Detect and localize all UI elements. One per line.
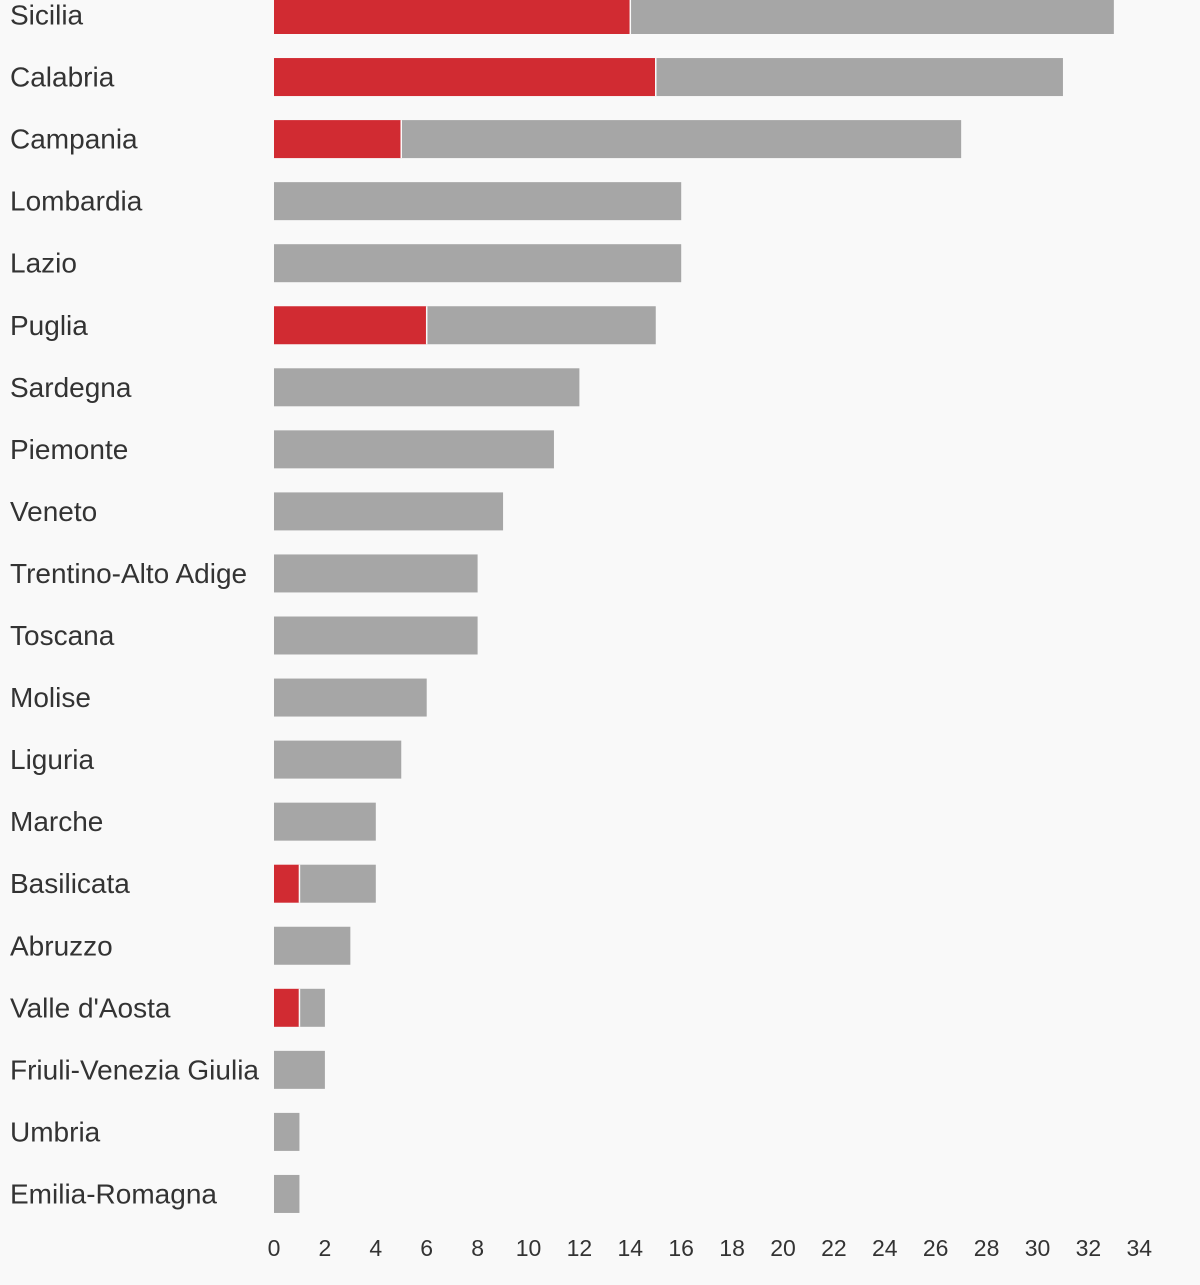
category-labels: Sicilia Calabria Campania Lombardia Lazio Pug… <box>10 0 259 1209</box>
bar-valle-d-aosta-segment-1 <box>274 988 300 1027</box>
bar-lombardia-segment-2 <box>274 182 682 221</box>
x-tick-label-0: 0 <box>268 1235 281 1261</box>
category-label-puglia: Puglia <box>10 310 88 341</box>
category-label-emilia-romagna: Emilia-Romagna <box>10 1178 217 1209</box>
bars <box>274 0 1114 1213</box>
x-tick-label-18: 18 <box>719 1235 745 1261</box>
bar-puglia-segment-1 <box>274 306 427 345</box>
bar-calabria-segment-2 <box>655 58 1063 97</box>
category-label-liguria: Liguria <box>10 744 94 775</box>
bar-abruzzo-segment-2 <box>274 926 351 965</box>
bar-emilia-romagna-segment-2 <box>274 1174 300 1213</box>
x-tick-label-20: 20 <box>770 1235 796 1261</box>
x-tick-label-16: 16 <box>668 1235 694 1261</box>
bar-piemonte-segment-2 <box>274 430 554 469</box>
category-label-valle-d-aosta: Valle d'Aosta <box>10 992 171 1023</box>
category-label-abruzzo: Abruzzo <box>10 930 113 961</box>
bar-toscana-segment-2 <box>274 616 478 655</box>
x-axis-ticks: 0 2 4 6 8 10 12 14 16 18 20 22 24 26 28 30 32 34 <box>268 1235 1153 1261</box>
bar-umbria-segment-2 <box>274 1112 300 1151</box>
category-label-piemonte: Piemonte <box>10 434 128 465</box>
category-label-marche: Marche <box>10 806 103 837</box>
x-tick-label-8: 8 <box>471 1235 484 1261</box>
bar-friuli-venezia-giulia-segment-2 <box>274 1050 325 1089</box>
x-tick-label-14: 14 <box>618 1235 644 1261</box>
category-label-umbria: Umbria <box>10 1116 101 1147</box>
x-tick-label-6: 6 <box>420 1235 433 1261</box>
bar-valle-d-aosta-segment-2 <box>299 988 325 1027</box>
x-tick-label-2: 2 <box>319 1235 332 1261</box>
bar-basilicata-segment-1 <box>274 864 300 903</box>
category-label-trentino-alto-adige: Trentino-Alto Adige <box>10 558 247 589</box>
x-tick-label-24: 24 <box>872 1235 898 1261</box>
category-label-basilicata: Basilicata <box>10 868 130 899</box>
bar-marche-segment-2 <box>274 802 376 841</box>
bar-calabria-segment-1 <box>274 58 656 97</box>
bar-sicilia-segment-1 <box>274 0 631 34</box>
category-label-calabria: Calabria <box>10 62 115 93</box>
x-tick-label-34: 34 <box>1127 1235 1153 1261</box>
bar-veneto-segment-2 <box>274 492 504 531</box>
bar-campania-segment-2 <box>401 120 962 159</box>
category-label-sardegna: Sardegna <box>10 372 132 403</box>
bar-puglia-segment-2 <box>426 306 656 345</box>
bar-lazio-segment-2 <box>274 244 682 283</box>
x-tick-label-32: 32 <box>1076 1235 1102 1261</box>
category-label-lazio: Lazio <box>10 248 77 279</box>
x-tick-label-30: 30 <box>1025 1235 1051 1261</box>
bar-trentino-alto-adige-segment-2 <box>274 554 478 593</box>
bar-sardegna-segment-2 <box>274 368 580 407</box>
bar-campania-segment-1 <box>274 120 402 159</box>
x-tick-label-22: 22 <box>821 1235 847 1261</box>
category-label-campania: Campania <box>10 124 138 155</box>
bar-molise-segment-2 <box>274 678 427 717</box>
bar-basilicata-segment-2 <box>299 864 376 903</box>
x-tick-label-26: 26 <box>923 1235 949 1261</box>
category-label-friuli-venezia-giulia: Friuli-Venezia Giulia <box>10 1054 259 1085</box>
x-tick-label-12: 12 <box>567 1235 593 1261</box>
bar-liguria-segment-2 <box>274 740 402 779</box>
x-tick-label-10: 10 <box>516 1235 542 1261</box>
category-label-toscana: Toscana <box>10 620 115 651</box>
category-label-molise: Molise <box>10 682 91 713</box>
category-label-veneto: Veneto <box>10 496 97 527</box>
x-tick-label-28: 28 <box>974 1235 1000 1261</box>
category-label-sicilia: Sicilia <box>10 0 84 31</box>
category-label-lombardia: Lombardia <box>10 186 143 217</box>
bar-sicilia-segment-2 <box>630 0 1114 34</box>
x-tick-label-4: 4 <box>369 1235 382 1261</box>
